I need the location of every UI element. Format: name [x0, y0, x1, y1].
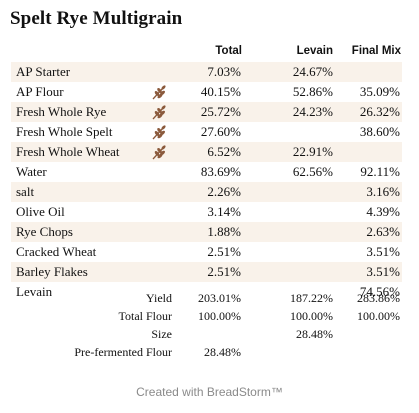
summary-levain: 28.48%: [296, 327, 333, 341]
total-percent: 1.88%: [207, 224, 241, 239]
table-row: Fresh Whole Rye 25.72% 24.23% 26.32%: [11, 102, 402, 122]
final-mix-percent: 26.32%: [359, 104, 400, 119]
final-mix-percent: 38.60%: [359, 124, 400, 139]
column-header-final-mix: Final Mix: [351, 45, 401, 57]
summary-total: 203.01%: [198, 291, 241, 305]
summary-table: Yield 203.01% 187.22% 283.86% Total Flour 100…: [11, 289, 402, 361]
ingredient-name: AP Flour: [16, 84, 64, 99]
final-mix-percent: 3.16%: [366, 184, 400, 199]
summary-label: Total Flour: [118, 309, 173, 323]
table-row: Fresh Whole Wheat 6.52% 22.91%: [11, 142, 402, 162]
final-mix-percent: 3.51%: [366, 264, 400, 279]
ingredient-table: AP Starter 7.03% 24.67% AP Flour 40.15% 52.86…: [11, 62, 402, 302]
table-row: Levain 74.56%: [11, 282, 402, 302]
total-percent: 25.72%: [200, 104, 241, 119]
wheat-icon: [151, 124, 167, 140]
total-percent: 2.51%: [207, 264, 241, 279]
total-percent: 3.14%: [207, 204, 241, 219]
table-row: Cracked Wheat 2.51% 3.51%: [11, 242, 402, 262]
summary-row: Total Flour 100.00% 100.00% 100.00%: [11, 307, 402, 325]
table-row: Water 83.69% 62.56% 92.11%: [11, 162, 402, 182]
final-mix-percent: 35.09%: [359, 84, 400, 99]
summary-label: Yield: [146, 291, 172, 305]
table-row: salt 2.26% 3.16%: [11, 182, 402, 202]
total-percent: 27.60%: [200, 124, 241, 139]
table-row: Fresh Whole Spelt 27.60% 38.60%: [11, 122, 402, 142]
total-percent: 6.52%: [207, 144, 241, 159]
summary-row: Size 28.48%: [11, 325, 402, 343]
ingredient-name: Rye Chops: [16, 224, 73, 239]
final-mix-percent: 92.11%: [360, 164, 400, 179]
summary-row: Pre-fermented Flour 28.48%: [11, 343, 402, 361]
total-percent: 40.15%: [200, 84, 241, 99]
final-mix-percent: 2.63%: [366, 224, 400, 239]
table-row: Rye Chops 1.88% 2.63%: [11, 222, 402, 242]
wheat-icon: [151, 144, 167, 160]
wheat-icon: [151, 104, 167, 120]
summary-total: 28.48%: [204, 345, 241, 359]
ingredient-name: Cracked Wheat: [16, 244, 97, 259]
ingredient-name: Olive Oil: [16, 204, 65, 219]
ingredient-name: Barley Flakes: [16, 264, 88, 279]
ingredient-name: Fresh Whole Wheat: [16, 144, 120, 159]
recipe-title: Spelt Rye Multigrain: [10, 8, 183, 29]
column-header-total: Total: [215, 45, 242, 57]
summary-label: Size: [151, 327, 172, 341]
levain-percent: 62.56%: [292, 164, 333, 179]
levain-percent: 52.86%: [292, 84, 333, 99]
table-row: Olive Oil 3.14% 4.39%: [11, 202, 402, 222]
levain-percent: 24.23%: [292, 104, 333, 119]
summary-levain: 100.00%: [290, 309, 333, 323]
total-percent: 7.03%: [207, 64, 241, 79]
total-percent: 83.69%: [200, 164, 241, 179]
final-mix-percent: 74.56%: [359, 284, 400, 299]
ingredient-name: Fresh Whole Spelt: [16, 124, 113, 139]
ingredient-name: salt: [16, 184, 35, 199]
summary-row: Yield 203.01% 187.22% 283.86%: [11, 289, 402, 307]
table-row: Barley Flakes 2.51% 3.51%: [11, 262, 402, 282]
ingredient-name: AP Starter: [16, 64, 71, 79]
levain-percent: 22.91%: [292, 144, 333, 159]
summary-total: 100.00%: [198, 309, 241, 323]
wheat-icon: [151, 84, 167, 100]
final-mix-percent: 4.39%: [366, 204, 400, 219]
levain-percent: 24.67%: [292, 64, 333, 79]
ingredient-name: Levain: [16, 284, 53, 299]
total-percent: 2.26%: [207, 184, 241, 199]
total-percent: 2.51%: [207, 244, 241, 259]
table-row: AP Flour 40.15% 52.86% 35.09%: [11, 82, 402, 102]
final-mix-percent: 3.51%: [366, 244, 400, 259]
ingredient-name: Water: [16, 164, 47, 179]
table-row: AP Starter 7.03% 24.67%: [11, 62, 402, 82]
summary-final-mix: 100.00%: [357, 309, 400, 323]
column-header-levain: Levain: [296, 45, 333, 57]
summary-levain: 187.22%: [290, 291, 333, 305]
ingredient-name: Fresh Whole Rye: [16, 104, 107, 119]
summary-final-mix: 283.86%: [357, 291, 400, 305]
summary-label: Pre-fermented Flour: [74, 345, 172, 359]
footer-credit: Created with BreadStorm™: [136, 385, 283, 399]
